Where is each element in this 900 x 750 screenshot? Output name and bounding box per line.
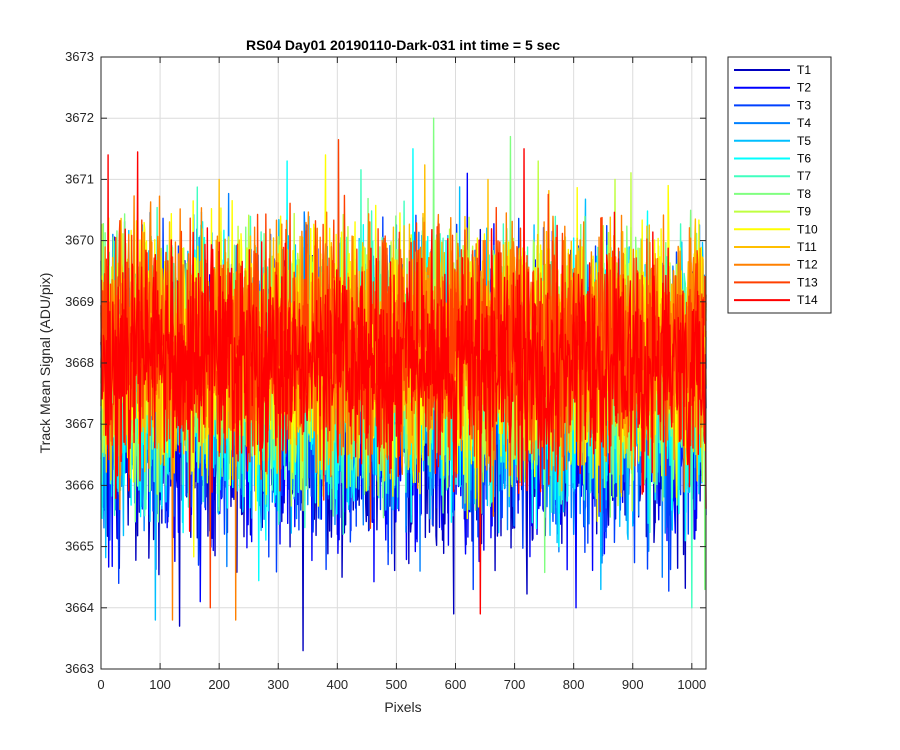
legend-box xyxy=(727,56,832,314)
y-tick-label: 3664 xyxy=(65,600,94,615)
x-tick-label: 100 xyxy=(149,677,171,692)
chart-title: RS04 Day01 20190110-Dark-031 int time = … xyxy=(246,37,560,53)
x-tick-label: 300 xyxy=(267,677,289,692)
legend-label-t5: T5 xyxy=(797,134,811,148)
y-tick-label: 3667 xyxy=(65,416,94,431)
legend: T1 T2 T3 T4 T5 T6 T7 T8 T9 T10 T11 T12 T13 T14 xyxy=(727,56,832,314)
y-tick-label: 3672 xyxy=(65,110,94,125)
legend-label-t6: T6 xyxy=(797,152,811,166)
legend-label-t12: T12 xyxy=(797,258,818,272)
x-tick-label: 0 xyxy=(97,677,104,692)
y-tick-label: 3666 xyxy=(65,477,94,492)
legend-label-t9: T9 xyxy=(797,205,811,219)
legend-label-t10: T10 xyxy=(797,222,818,236)
x-tick-label: 800 xyxy=(563,677,585,692)
x-tick-label: 1000 xyxy=(677,677,706,692)
legend-label-t14: T14 xyxy=(797,293,818,307)
x-tick-label: 400 xyxy=(326,677,348,692)
x-tick-label: 700 xyxy=(504,677,526,692)
y-tick-label: 3671 xyxy=(65,171,94,186)
y-tick-label: 3673 xyxy=(65,49,94,64)
legend-label-t2: T2 xyxy=(797,81,811,95)
x-tick-label: 200 xyxy=(208,677,230,692)
axis-ticks: 0 100 200 300 400 500 600 700 800 900 1000 3663 3664… xyxy=(65,49,706,692)
x-tick-label: 500 xyxy=(386,677,408,692)
series-line-t14 xyxy=(100,148,707,615)
y-tick-label: 3663 xyxy=(65,661,94,676)
legend-label-t7: T7 xyxy=(797,169,811,183)
legend-label-t1: T1 xyxy=(797,63,811,77)
y-tick-label: 3670 xyxy=(65,233,94,248)
legend-label-t8: T8 xyxy=(797,187,811,201)
x-axis-title: Pixels xyxy=(384,699,421,715)
legend-label-t11: T11 xyxy=(797,240,817,254)
y-tick-label: 3668 xyxy=(65,355,94,370)
y-tick-label: 3669 xyxy=(65,294,94,309)
legend-label-t4: T4 xyxy=(797,116,811,130)
y-axis-title: Track Mean Signal (ADU/pix) xyxy=(37,273,53,454)
x-tick-label: 600 xyxy=(445,677,467,692)
series-lines xyxy=(100,117,707,652)
legend-label-t3: T3 xyxy=(797,98,811,112)
legend-label-t13: T13 xyxy=(797,275,818,289)
y-tick-label: 3665 xyxy=(65,539,94,554)
x-tick-label: 900 xyxy=(622,677,644,692)
